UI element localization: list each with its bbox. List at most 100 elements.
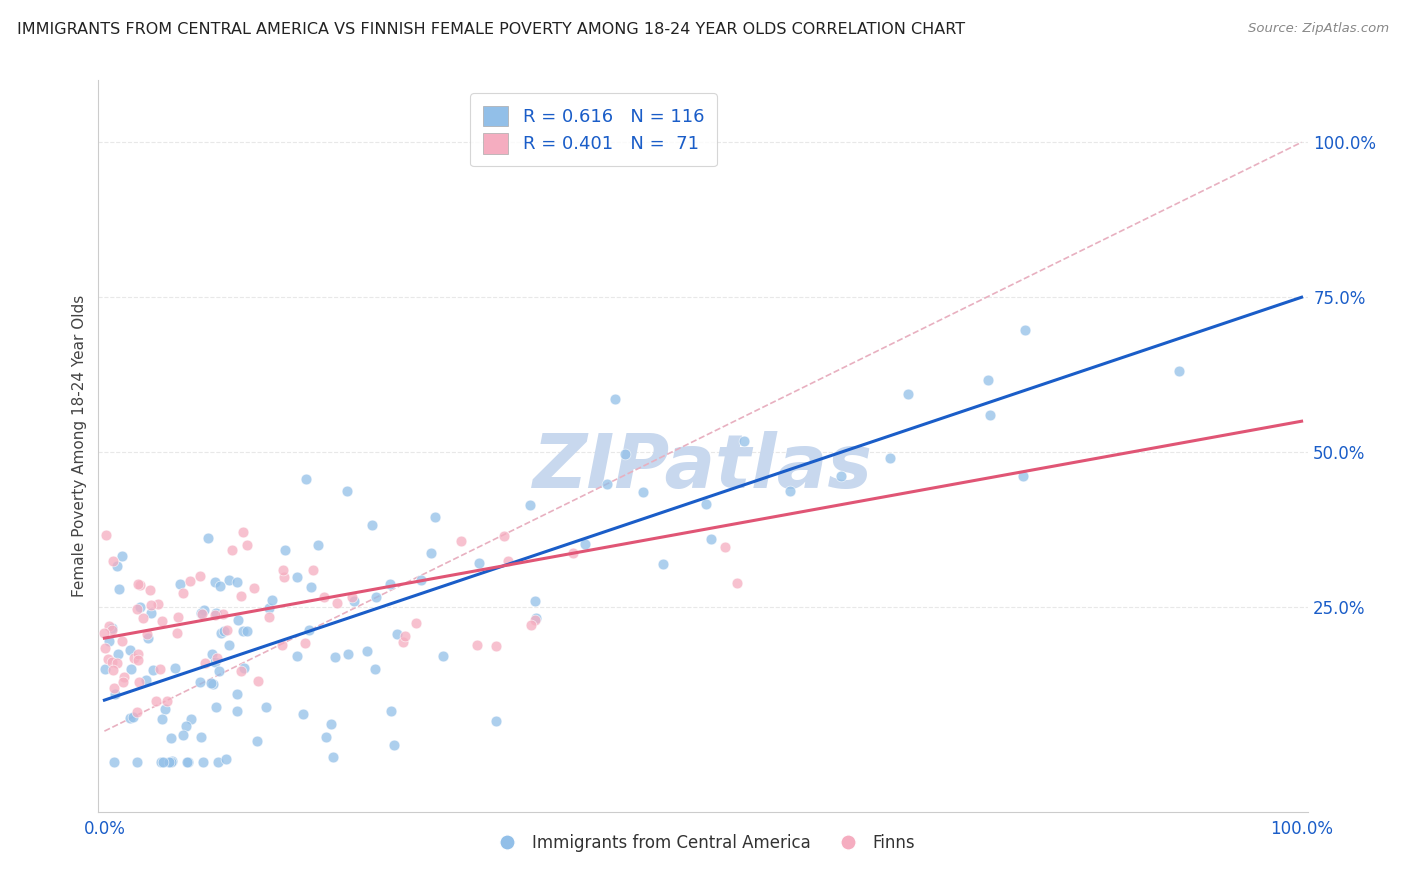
Point <box>233 660 256 674</box>
Point <box>209 579 232 593</box>
Point <box>191 607 214 622</box>
Point <box>103 755 125 769</box>
Point <box>166 610 188 624</box>
Point <box>342 590 364 604</box>
Point <box>270 638 292 652</box>
Point <box>246 673 269 688</box>
Point <box>405 615 427 630</box>
Point <box>307 538 329 552</box>
Point <box>274 542 297 557</box>
Point <box>218 638 240 652</box>
Point <box>176 755 198 769</box>
Point <box>652 557 675 571</box>
Legend: Immigrants from Central America, Finns: Immigrants from Central America, Finns <box>484 827 922 858</box>
Point <box>299 580 322 594</box>
Text: Source: ZipAtlas.com: Source: ZipAtlas.com <box>1249 22 1389 36</box>
Point <box>468 556 491 570</box>
Point <box>201 647 224 661</box>
Point <box>356 644 378 658</box>
Point <box>498 554 520 568</box>
Point <box>179 574 201 588</box>
Point <box>120 662 142 676</box>
Point <box>1014 323 1036 337</box>
Point <box>128 577 150 591</box>
Point <box>94 640 117 655</box>
Point <box>149 662 172 676</box>
Point <box>190 730 212 744</box>
Point <box>103 664 125 678</box>
Point <box>156 694 179 708</box>
Point <box>177 755 200 769</box>
Point <box>631 485 654 500</box>
Point <box>380 704 402 718</box>
Point <box>112 670 135 684</box>
Point <box>235 538 257 552</box>
Point <box>605 392 627 406</box>
Point <box>100 623 122 637</box>
Point <box>519 498 541 512</box>
Point <box>118 643 141 657</box>
Point <box>141 606 163 620</box>
Point <box>146 597 169 611</box>
Point <box>326 596 349 610</box>
Point <box>323 649 346 664</box>
Point <box>204 575 226 590</box>
Point <box>596 476 619 491</box>
Point <box>614 447 637 461</box>
Point <box>152 755 174 769</box>
Point <box>209 626 232 640</box>
Point <box>236 624 259 638</box>
Point <box>125 602 148 616</box>
Point <box>432 649 454 664</box>
Point <box>382 738 405 752</box>
Point <box>169 577 191 591</box>
Point <box>217 623 239 637</box>
Point <box>366 590 388 604</box>
Point <box>208 665 231 679</box>
Point <box>574 537 596 551</box>
Point <box>105 656 128 670</box>
Point <box>122 710 145 724</box>
Point <box>361 518 384 533</box>
Point <box>101 656 124 670</box>
Point <box>1012 468 1035 483</box>
Point <box>229 664 252 678</box>
Point <box>112 674 135 689</box>
Point <box>180 712 202 726</box>
Point <box>779 483 801 498</box>
Point <box>159 731 181 746</box>
Point <box>107 582 129 597</box>
Point <box>214 752 236 766</box>
Point <box>257 609 280 624</box>
Point <box>336 647 359 661</box>
Point <box>879 450 901 465</box>
Point <box>524 613 547 627</box>
Point <box>149 755 172 769</box>
Point <box>207 755 229 769</box>
Point <box>336 483 359 498</box>
Point <box>103 681 125 695</box>
Point <box>193 603 215 617</box>
Point <box>205 651 228 665</box>
Point <box>136 632 159 646</box>
Point <box>127 577 149 591</box>
Point <box>242 581 264 595</box>
Point <box>733 434 755 448</box>
Point <box>297 623 319 637</box>
Point <box>229 589 252 603</box>
Point <box>127 647 149 661</box>
Point <box>897 387 920 401</box>
Point <box>160 754 183 768</box>
Point <box>294 636 316 650</box>
Point <box>188 675 211 690</box>
Point <box>120 711 142 725</box>
Point <box>262 592 284 607</box>
Point <box>725 575 748 590</box>
Point <box>97 633 120 648</box>
Point <box>135 673 157 687</box>
Point <box>1168 364 1191 378</box>
Point <box>155 701 177 715</box>
Point <box>172 586 194 600</box>
Point <box>700 532 723 546</box>
Text: ZIPatlas: ZIPatlas <box>533 432 873 505</box>
